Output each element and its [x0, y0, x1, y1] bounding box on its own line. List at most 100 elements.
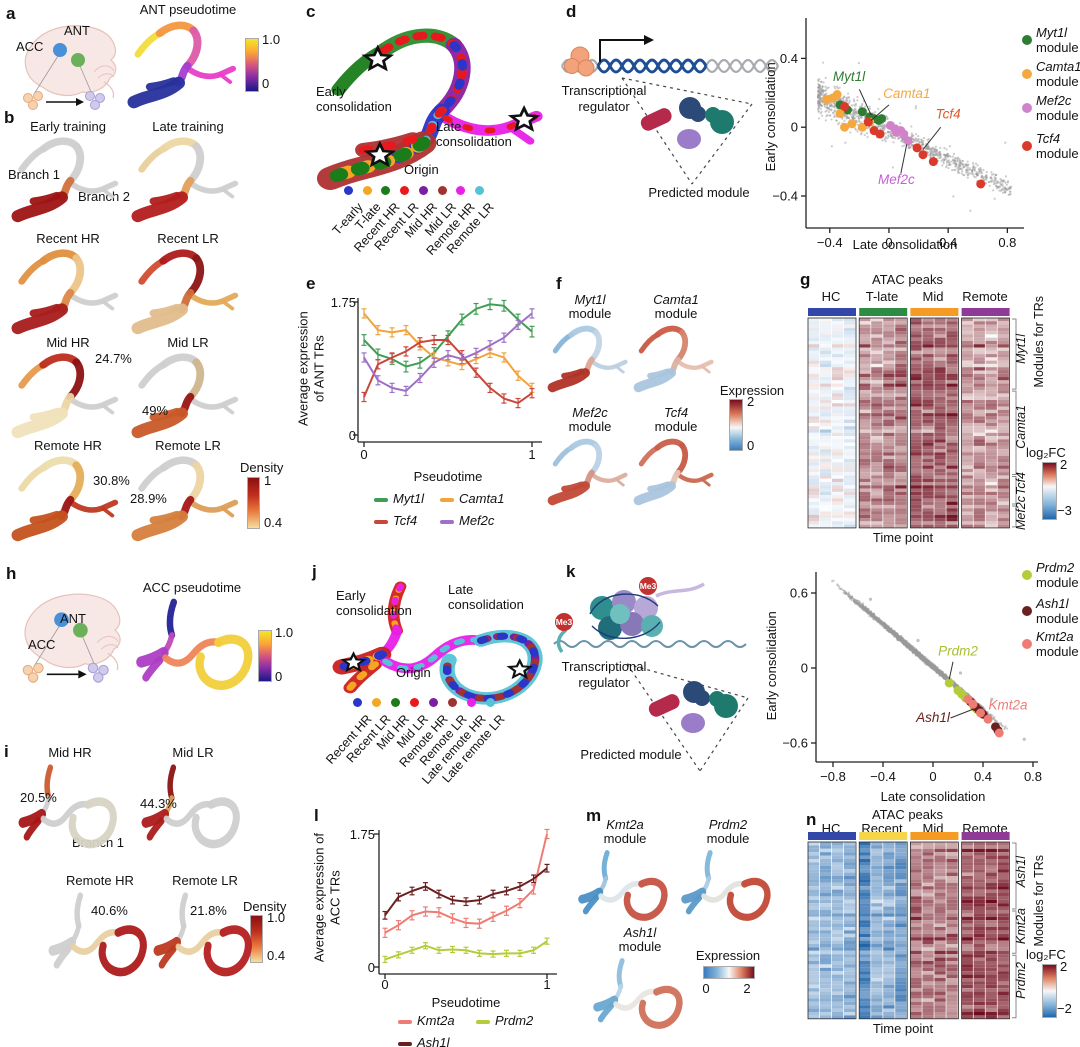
legend-gene: Prdm2: [495, 1013, 534, 1028]
panel-label-i: i: [4, 742, 9, 761]
density-umap-mid-hr: [11, 353, 119, 439]
density-umap-remote-hr: [48, 892, 147, 977]
early-consolidation-label2: consolidation: [316, 99, 392, 114]
expression-colorbar: [703, 966, 755, 979]
row-group-label: Ash1l: [1014, 856, 1028, 888]
module-title-word: module: [568, 419, 612, 434]
module-title-gene: Camta1: [653, 292, 699, 307]
umap-title: Remote HR: [66, 873, 134, 888]
svg-text:0.8: 0.8: [998, 235, 1016, 250]
ant-tr-expression-chart: [353, 298, 542, 447]
svg-text:Camta1: Camta1: [883, 86, 930, 101]
module-umap-prdm2: [681, 850, 771, 921]
y-axis-label: Early consolidation: [763, 62, 779, 172]
late-consolidation-label: Late: [436, 119, 462, 134]
legend-dash: [476, 1020, 490, 1024]
y-axis-label: Average expression of ANT TRs: [295, 311, 326, 426]
legend-gene: Tcf4: [1036, 131, 1061, 146]
late-consolidation-label2: consolidation: [448, 597, 524, 612]
legend-dot: [1022, 35, 1032, 45]
svg-text:0.4: 0.4: [939, 235, 957, 250]
panel-label-g: g: [800, 270, 811, 289]
legend-dot: [410, 698, 419, 707]
percentage-label: 20.5%: [20, 790, 57, 805]
col-group-label: T-late: [865, 289, 899, 304]
col-group-label: Remote: [962, 289, 1008, 304]
legend-dash: [374, 498, 388, 502]
ant-pseudotime-umap: [127, 21, 237, 109]
legend-dot: [362, 186, 372, 195]
me3-mark-icon: [555, 613, 573, 631]
legend-gene: Camta1: [459, 491, 505, 506]
legend-gene: Tcf4: [393, 513, 418, 528]
module-umap-ash1l: [593, 958, 683, 1029]
early-consolidation-label: Early: [316, 84, 346, 99]
density-umap-mid-hr: [18, 764, 117, 849]
x-tick: 1: [543, 977, 551, 992]
panel-label-k: k: [566, 562, 576, 581]
panel-label-m: m: [586, 806, 602, 825]
acc-label: ACC: [16, 39, 44, 54]
modules-for-trs-label: Modules for TRs: [1032, 296, 1046, 388]
legend-dash: [398, 1020, 412, 1024]
density-title: Density: [243, 899, 287, 914]
log2fc-colorbar: [1042, 462, 1057, 520]
x-axis-label: Late consolidation: [880, 789, 986, 804]
predicted-module-label: Predicted module: [648, 185, 750, 200]
origin-label: Origin: [404, 162, 439, 177]
panel-label-e: e: [306, 274, 316, 293]
me3-label: Me3: [555, 617, 573, 627]
y-tick: 0: [348, 428, 356, 443]
legend-gene: Kmt2a: [417, 1013, 455, 1028]
density-umap-mid-lr: [141, 764, 240, 849]
umap-title: ACC pseudotime: [142, 580, 242, 595]
colorbar-min: 0.4: [264, 515, 283, 530]
pseudotime-colorbar: [258, 630, 272, 682]
svg-text:0: 0: [791, 120, 798, 135]
legend-dot: [372, 698, 381, 707]
brain-diagram: [23, 25, 117, 110]
panel-label-l: l: [314, 806, 319, 825]
legend-gene: Ash1l: [417, 1035, 450, 1047]
umap-title: Late training: [152, 119, 224, 134]
row-group-label: Mef2c: [1014, 496, 1028, 531]
module-title-gene: Prdm2: [708, 817, 748, 832]
legend-gene: Prdm2: [1036, 560, 1075, 575]
density-umap-remote-lr: [131, 456, 239, 542]
acc-tr-expression-chart: [374, 828, 557, 979]
zoom-triangle: [621, 77, 753, 185]
umap-title: Mid HR: [48, 745, 92, 760]
density-umap-late-training: [131, 137, 239, 223]
acc-dot: [53, 43, 67, 57]
colorbar-max: 1.0: [275, 625, 294, 640]
colorbar-min: 0: [702, 981, 710, 996]
panel-label-j: j: [312, 562, 317, 581]
svg-text:0: 0: [885, 235, 892, 250]
module-umap-camta1: [633, 325, 714, 393]
svg-text:−0.4: −0.4: [772, 189, 798, 204]
umap-title: Mid LR: [172, 745, 214, 760]
colorbar-max: 1: [264, 473, 272, 488]
module-title-gene: Myt1l: [574, 292, 606, 307]
panel-label-d: d: [566, 2, 577, 21]
colorbar-max: 1.0: [262, 32, 281, 47]
module-proteins-icon: [640, 97, 734, 149]
transcriptional-regulator-label: Transcriptional: [561, 659, 647, 674]
legend-dash: [440, 498, 454, 502]
legend-dot: [1022, 639, 1032, 649]
umap-title: Remote HR: [34, 438, 102, 453]
module-title-word: module: [706, 831, 750, 846]
module-umap-myt1l: [547, 325, 628, 393]
late-consolidation-label2: consolidation: [436, 134, 512, 149]
svg-text:0.8: 0.8: [1024, 769, 1042, 784]
colorbar-max: 1.0: [267, 910, 286, 925]
colorbar-min: 0: [275, 669, 283, 684]
legend-dot: [1022, 606, 1032, 616]
histone-tail: [655, 582, 705, 598]
umap-title: Mid LR: [167, 335, 209, 350]
percentage-label: 49%: [142, 403, 169, 418]
legend-gene: Myt1l: [393, 491, 425, 506]
transcriptional-regulator-label: Transcriptional: [561, 83, 647, 98]
